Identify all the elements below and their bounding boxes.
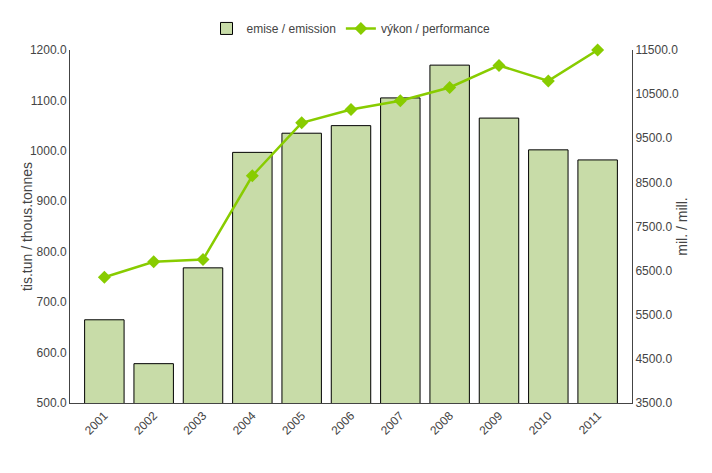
svg-text:500.0: 500.0 <box>37 396 67 410</box>
svg-text:1200.0: 1200.0 <box>30 43 67 57</box>
svg-text:800.0: 800.0 <box>37 245 67 259</box>
svg-text:mil. / mill.: mil. / mill. <box>674 197 690 255</box>
svg-text:1000.0: 1000.0 <box>30 144 67 158</box>
svg-text:2007: 2007 <box>378 409 407 438</box>
svg-text:2008: 2008 <box>427 409 456 438</box>
svg-text:2002: 2002 <box>131 409 160 438</box>
svg-text:výkon / performance: výkon / performance <box>381 22 490 36</box>
svg-text:5500.0: 5500.0 <box>635 308 672 322</box>
svg-text:2004: 2004 <box>230 409 259 438</box>
svg-text:2009: 2009 <box>477 409 506 438</box>
svg-text:1100.0: 1100.0 <box>31 94 67 108</box>
svg-text:2005: 2005 <box>279 409 308 438</box>
svg-text:6500.0: 6500.0 <box>635 264 672 278</box>
svg-text:700.0: 700.0 <box>37 295 67 309</box>
svg-text:7500.0: 7500.0 <box>635 220 672 234</box>
svg-text:9500.0: 9500.0 <box>635 131 672 145</box>
svg-text:8500.0: 8500.0 <box>635 176 672 190</box>
svg-text:11500.0: 11500.0 <box>635 43 678 57</box>
svg-text:3500.0: 3500.0 <box>635 396 672 410</box>
svg-text:600.0: 600.0 <box>37 346 67 360</box>
svg-text:900.0: 900.0 <box>37 194 67 208</box>
svg-text:2010: 2010 <box>526 409 555 438</box>
svg-text:2001: 2001 <box>82 409 111 438</box>
svg-text:2011: 2011 <box>576 409 604 437</box>
svg-text:4500.0: 4500.0 <box>635 352 672 366</box>
svg-text:10500.0: 10500.0 <box>635 87 679 101</box>
svg-text:tis.tun / thous.tonnes: tis.tun / thous.tonnes <box>19 162 35 291</box>
svg-text:emise / emission: emise / emission <box>247 22 336 36</box>
svg-text:2006: 2006 <box>329 409 358 438</box>
svg-text:2003: 2003 <box>181 409 210 438</box>
